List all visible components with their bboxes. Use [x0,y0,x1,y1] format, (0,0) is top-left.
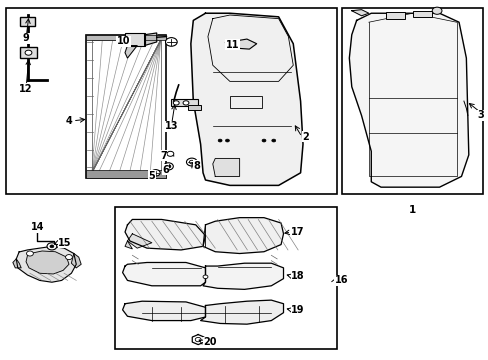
Polygon shape [203,218,283,253]
Polygon shape [125,45,137,58]
Polygon shape [229,39,256,49]
Polygon shape [192,334,203,345]
Bar [115,207,336,348]
Bar [125,33,144,45]
Polygon shape [125,241,132,249]
Polygon shape [26,251,69,274]
Bar [188,105,200,110]
Text: 16: 16 [334,275,347,285]
Circle shape [189,160,194,164]
Text: 1: 1 [408,205,415,215]
Circle shape [50,245,54,248]
Polygon shape [203,263,283,289]
Text: 2: 2 [302,132,308,142]
Text: 8: 8 [193,161,200,171]
Bar [385,12,405,19]
Bar [20,47,37,58]
Circle shape [166,151,173,156]
Circle shape [47,243,57,250]
Text: 12: 12 [19,84,33,94]
Circle shape [26,251,33,256]
Polygon shape [13,259,21,268]
Circle shape [203,275,207,279]
Polygon shape [122,262,205,286]
Text: 14: 14 [30,222,44,232]
Circle shape [25,50,32,55]
Text: 17: 17 [291,227,304,237]
Polygon shape [125,220,205,250]
Circle shape [225,139,229,142]
Polygon shape [127,234,152,248]
Circle shape [195,337,201,342]
Bar [20,17,35,26]
Polygon shape [200,300,283,324]
Text: 4: 4 [66,116,73,126]
Circle shape [65,255,72,260]
Circle shape [151,170,160,176]
Bar [412,12,431,17]
Polygon shape [16,246,76,282]
Circle shape [186,158,197,166]
Text: 6: 6 [162,165,168,175]
Polygon shape [351,10,368,16]
Bar [341,8,483,194]
Polygon shape [71,253,81,268]
Circle shape [218,139,222,142]
Polygon shape [190,13,303,185]
Circle shape [271,139,275,142]
Text: 10: 10 [117,36,130,46]
Polygon shape [348,13,468,187]
Text: 5: 5 [148,171,155,181]
Circle shape [173,101,179,105]
Circle shape [163,163,173,170]
Text: 3: 3 [477,111,484,121]
Bar [171,99,198,107]
Bar [86,35,166,40]
Text: 13: 13 [164,121,178,131]
Bar [86,170,166,178]
Bar [92,40,160,173]
Polygon shape [144,33,157,45]
Circle shape [183,101,188,105]
Text: 9: 9 [22,33,29,43]
Text: 19: 19 [291,305,304,315]
Text: 18: 18 [291,271,305,281]
Text: 15: 15 [58,238,72,248]
Circle shape [262,139,265,142]
Circle shape [165,38,177,46]
Polygon shape [212,158,239,176]
Polygon shape [122,301,205,320]
Text: 11: 11 [225,40,239,50]
Bar [86,35,166,178]
Text: 20: 20 [203,337,216,347]
Bar [5,8,336,194]
Circle shape [165,165,170,168]
Circle shape [431,7,441,14]
Bar [229,96,261,108]
Text: 7: 7 [160,150,166,161]
